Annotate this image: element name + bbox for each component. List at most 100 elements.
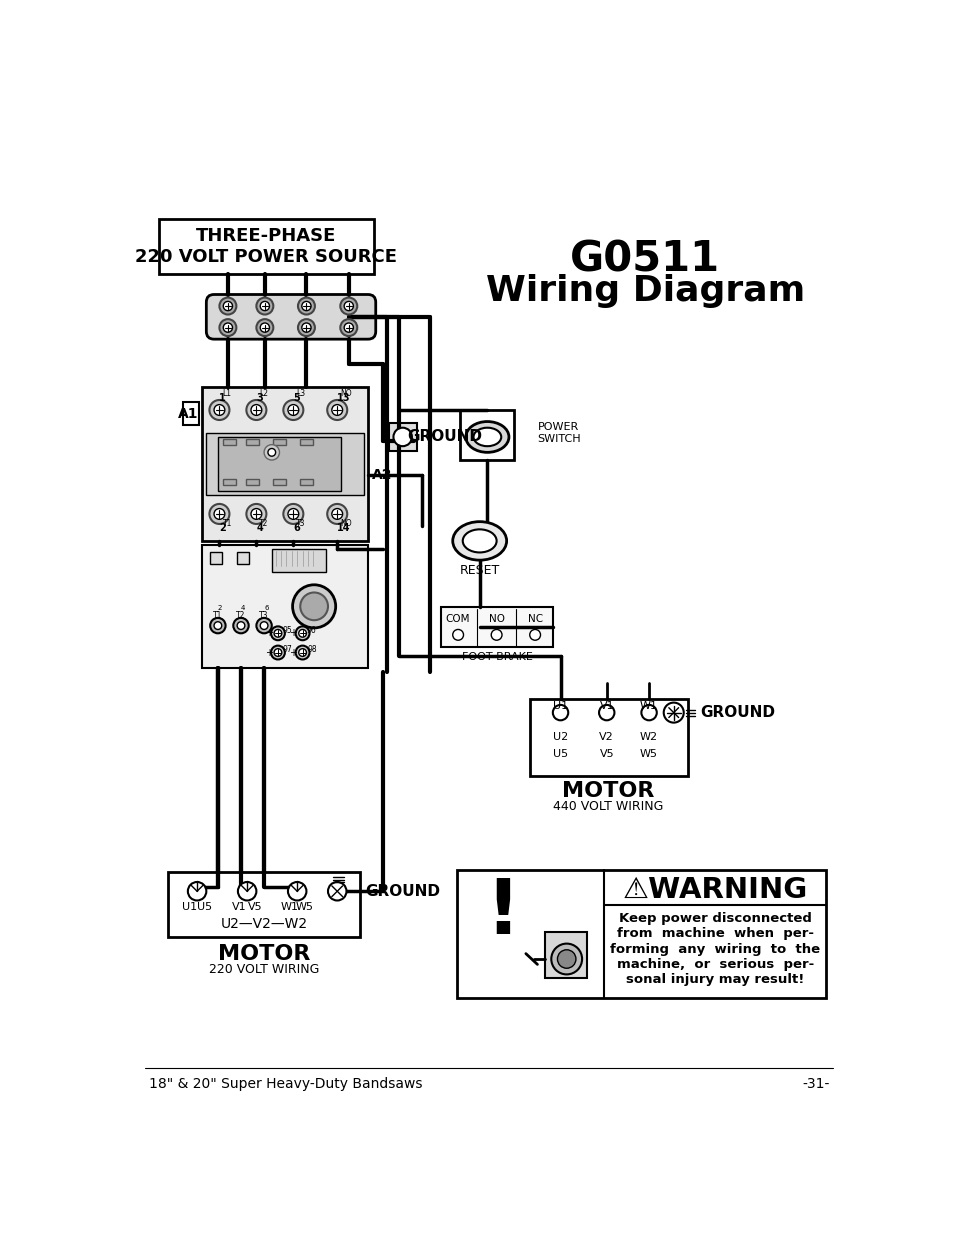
Circle shape	[264, 445, 279, 461]
Circle shape	[237, 621, 245, 630]
Text: GROUND: GROUND	[365, 884, 439, 899]
Text: 13: 13	[336, 393, 351, 403]
Circle shape	[327, 504, 347, 524]
Text: G0511: G0511	[570, 238, 720, 280]
Circle shape	[288, 405, 298, 415]
Text: A2: A2	[372, 468, 392, 483]
Text: 2: 2	[219, 522, 226, 532]
Circle shape	[491, 630, 501, 640]
Text: 95: 95	[282, 626, 292, 635]
Circle shape	[598, 705, 614, 720]
Text: THREE-PHASE
220 VOLT POWER SOURCE: THREE-PHASE 220 VOLT POWER SOURCE	[135, 227, 397, 267]
Circle shape	[271, 646, 285, 659]
Text: MOTOR: MOTOR	[217, 945, 310, 965]
Text: W2: W2	[639, 732, 658, 742]
Circle shape	[332, 405, 342, 415]
Text: T3: T3	[296, 519, 306, 527]
Text: GROUND: GROUND	[700, 705, 775, 720]
Text: T1: T1	[222, 519, 232, 527]
Circle shape	[283, 400, 303, 420]
Circle shape	[344, 324, 353, 332]
Circle shape	[557, 950, 576, 968]
Text: sonal injury may result!: sonal injury may result!	[625, 973, 803, 987]
Text: 6: 6	[293, 522, 300, 532]
Text: MOTOR: MOTOR	[562, 782, 654, 802]
Text: U1: U1	[553, 701, 567, 711]
Circle shape	[283, 504, 303, 524]
Bar	[246, 440, 258, 446]
FancyBboxPatch shape	[206, 294, 375, 340]
Text: U2—V2—W2: U2—V2—W2	[220, 918, 307, 931]
Text: V2: V2	[598, 732, 614, 742]
Circle shape	[552, 705, 568, 720]
Text: W1: W1	[280, 902, 298, 911]
Bar	[202, 545, 368, 668]
Circle shape	[327, 400, 347, 420]
Text: L2: L2	[259, 389, 268, 398]
Circle shape	[271, 626, 285, 640]
Bar	[202, 387, 368, 541]
Text: 2: 2	[217, 605, 222, 611]
Circle shape	[256, 319, 274, 336]
Circle shape	[213, 509, 225, 520]
Text: 3: 3	[256, 393, 263, 403]
Text: T2: T2	[259, 519, 269, 527]
Bar	[274, 440, 285, 446]
Text: U1: U1	[182, 902, 196, 911]
Text: +: +	[289, 647, 297, 657]
Text: 5: 5	[293, 393, 300, 403]
Bar	[246, 479, 258, 485]
Circle shape	[274, 630, 281, 637]
Text: +: +	[264, 629, 273, 638]
Text: 1: 1	[219, 393, 226, 403]
Circle shape	[188, 882, 206, 900]
Ellipse shape	[462, 530, 497, 552]
Circle shape	[298, 648, 306, 656]
Text: 4: 4	[256, 522, 263, 532]
Circle shape	[260, 621, 268, 630]
Circle shape	[223, 301, 233, 311]
Text: NO: NO	[340, 389, 352, 398]
Circle shape	[393, 427, 412, 446]
Text: POWER
SWITCH: POWER SWITCH	[537, 422, 580, 443]
Circle shape	[233, 618, 249, 634]
Circle shape	[260, 301, 269, 311]
Text: machine,  or  serious  per-: machine, or serious per-	[616, 958, 813, 971]
Circle shape	[237, 882, 256, 900]
Text: !: !	[485, 876, 519, 950]
Circle shape	[340, 298, 356, 315]
Text: 6: 6	[264, 605, 269, 611]
Circle shape	[529, 630, 540, 640]
Circle shape	[260, 324, 269, 332]
Text: from  machine  when  per-: from machine when per-	[617, 927, 813, 940]
Text: Wiring Diagram: Wiring Diagram	[485, 274, 804, 308]
Text: W1: W1	[639, 701, 658, 711]
Text: U5: U5	[197, 902, 213, 911]
Text: V5: V5	[247, 902, 262, 911]
Text: V1: V1	[232, 902, 247, 911]
Text: forming  any  wiring  to  the: forming any wiring to the	[610, 942, 820, 956]
Bar	[183, 403, 198, 425]
Text: 14: 14	[336, 522, 351, 532]
Circle shape	[332, 509, 342, 520]
Text: 4: 4	[241, 605, 245, 611]
Text: 96: 96	[307, 626, 316, 635]
Circle shape	[210, 504, 229, 524]
Ellipse shape	[453, 521, 506, 561]
Circle shape	[340, 319, 356, 336]
Circle shape	[551, 944, 581, 974]
Text: A1: A1	[178, 406, 198, 421]
Circle shape	[300, 593, 328, 620]
Bar	[389, 424, 416, 451]
Bar	[529, 699, 687, 776]
Text: W5: W5	[639, 750, 658, 760]
Text: 98: 98	[307, 645, 316, 655]
Text: T3: T3	[259, 611, 269, 620]
Circle shape	[663, 703, 683, 722]
Circle shape	[328, 882, 346, 900]
Circle shape	[268, 448, 275, 456]
Circle shape	[256, 618, 272, 634]
Bar	[210, 552, 221, 564]
Text: NC: NC	[527, 614, 542, 624]
Circle shape	[213, 621, 221, 630]
